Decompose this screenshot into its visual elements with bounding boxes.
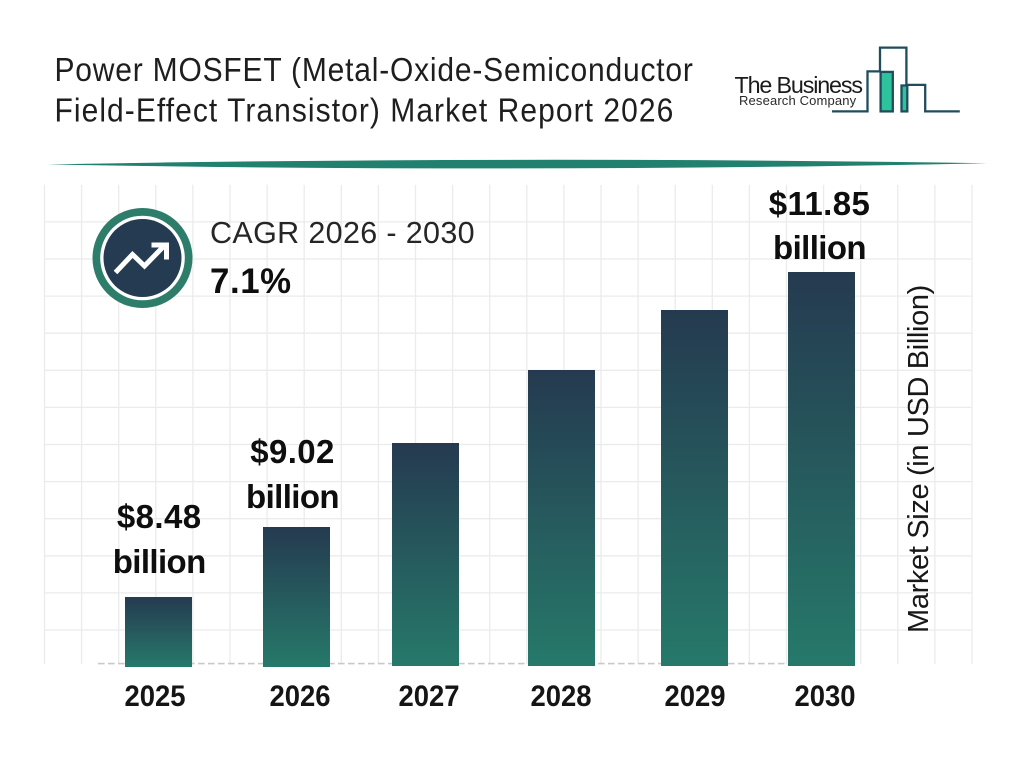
svg-text:Research Company: Research Company [739, 93, 857, 108]
svg-text:The Business: The Business [735, 72, 863, 98]
